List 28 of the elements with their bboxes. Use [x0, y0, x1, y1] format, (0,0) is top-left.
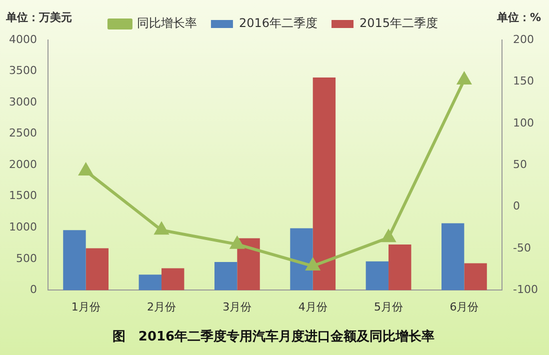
y2-tick-label: 50 [513, 158, 528, 171]
legend-label: 同比增长率 [136, 16, 197, 30]
y2-tick-label: 0 [513, 200, 520, 213]
y2-tick-label: 100 [513, 116, 534, 130]
y2-tick-label: -50 [513, 241, 532, 254]
x-tick-label: 2月份 [147, 300, 176, 314]
y2-tick-label: 150 [513, 74, 534, 88]
x-tick-label: 6月份 [450, 300, 479, 314]
y-tick-label: 2000 [8, 158, 37, 171]
legend-label: 2016年二季度 [238, 16, 318, 30]
legend-label: 2015年二季度 [360, 16, 438, 30]
y-tick-label: 1500 [8, 189, 37, 202]
x-tick-label: 3月份 [222, 300, 252, 314]
y-axis-title: 单位：万美元 [5, 10, 72, 24]
x-tick-label: 5月份 [374, 300, 404, 314]
y-tick-label: 500 [16, 252, 37, 265]
text: 图 2016年二季度专用汽车月度进口金额及同比增长率 [112, 328, 435, 345]
y2-tick-label: 200 [513, 32, 534, 46]
y2-axis-title: 单位：% [496, 10, 541, 24]
y-tick-label: 1000 [8, 220, 37, 234]
y2-tick-label: -100 [513, 283, 538, 296]
y-tick-label: 0 [30, 283, 37, 296]
y-tick-label: 4000 [8, 32, 37, 46]
y-tick-label: 2500 [8, 126, 37, 140]
x-tick-label: 4月份 [298, 300, 328, 314]
y-tick-label: 3000 [8, 95, 37, 108]
y-tick-label: 3500 [8, 64, 37, 78]
x-tick-label: 1月份 [71, 300, 100, 314]
